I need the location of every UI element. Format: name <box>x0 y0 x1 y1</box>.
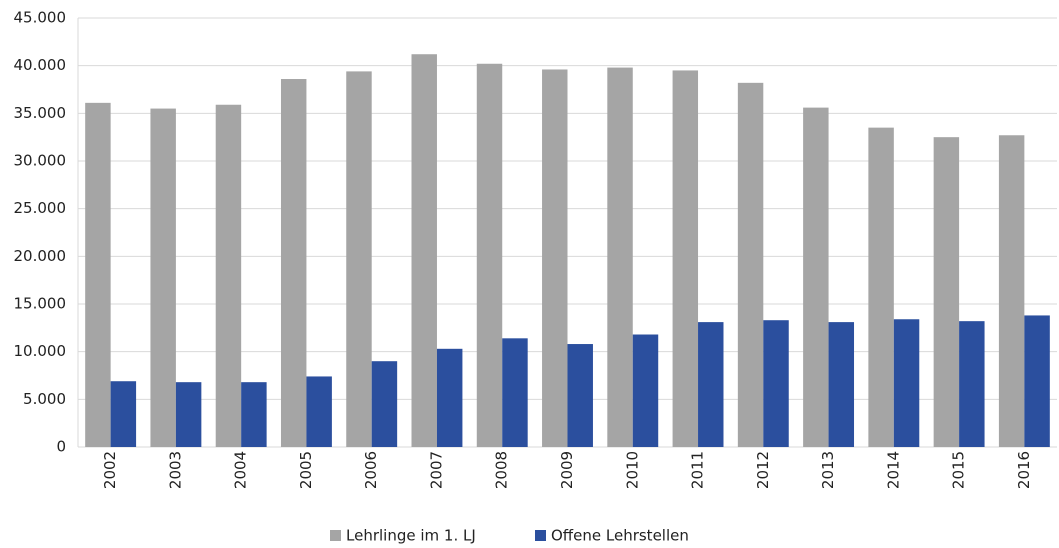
bar <box>476 63 503 447</box>
y-tick-label: 0 <box>56 438 66 456</box>
bar <box>632 334 659 447</box>
y-tick-label: 20.000 <box>14 247 67 265</box>
y-tick-label: 10.000 <box>14 342 67 360</box>
bar <box>280 79 307 447</box>
bar <box>672 70 699 447</box>
bar <box>933 137 960 447</box>
y-tick-label: 35.000 <box>14 104 67 122</box>
y-tick-label: 15.000 <box>14 295 67 313</box>
x-tick-label: 2008 <box>493 451 511 489</box>
x-tick-label: 2015 <box>950 451 968 489</box>
bar <box>803 107 829 447</box>
bar <box>868 127 894 447</box>
bar <box>371 361 398 447</box>
bar <box>411 54 437 448</box>
bar <box>346 71 372 448</box>
x-tick-label: 2002 <box>101 451 119 489</box>
bar <box>110 381 137 447</box>
bar <box>567 344 593 447</box>
y-tick-label: 40.000 <box>14 56 67 74</box>
y-tick-label: 30.000 <box>14 152 67 170</box>
bar <box>607 67 633 447</box>
x-tick-label: 2012 <box>754 451 772 489</box>
bar <box>542 69 568 447</box>
y-tick-label: 45.000 <box>14 9 67 27</box>
bar <box>959 321 985 447</box>
x-tick-label: 2007 <box>427 451 445 489</box>
x-tick-label: 2011 <box>689 451 707 489</box>
bar <box>175 382 202 447</box>
bar <box>1024 315 1050 447</box>
x-tick-label: 2003 <box>166 451 184 489</box>
bar <box>893 319 920 447</box>
x-tick-label: 2014 <box>884 451 902 489</box>
bar <box>85 102 111 447</box>
bar <box>737 82 764 448</box>
x-tick-label: 2004 <box>232 451 250 489</box>
x-tick-label: 2009 <box>558 451 576 489</box>
x-tick-label: 2010 <box>623 451 641 489</box>
y-tick-label: 25.000 <box>14 199 67 217</box>
y-tick-label: 5.000 <box>23 390 66 408</box>
bar <box>150 108 176 448</box>
bar <box>998 135 1025 447</box>
bar <box>698 322 724 447</box>
bar <box>306 376 332 447</box>
bar <box>502 338 528 447</box>
bar <box>215 104 242 448</box>
bar <box>436 348 463 447</box>
bar <box>828 322 855 447</box>
bar <box>763 320 789 447</box>
legend-swatch <box>535 530 546 541</box>
legend-swatch <box>330 530 341 541</box>
x-tick-label: 2013 <box>819 451 837 489</box>
legend-label: Offene Lehrstellen <box>551 527 689 545</box>
bar <box>241 382 267 447</box>
legend-label: Lehrlinge im 1. LJ <box>346 527 476 545</box>
x-tick-label: 2016 <box>1015 451 1033 489</box>
x-tick-label: 2006 <box>362 451 380 489</box>
x-tick-label: 2005 <box>297 451 315 489</box>
